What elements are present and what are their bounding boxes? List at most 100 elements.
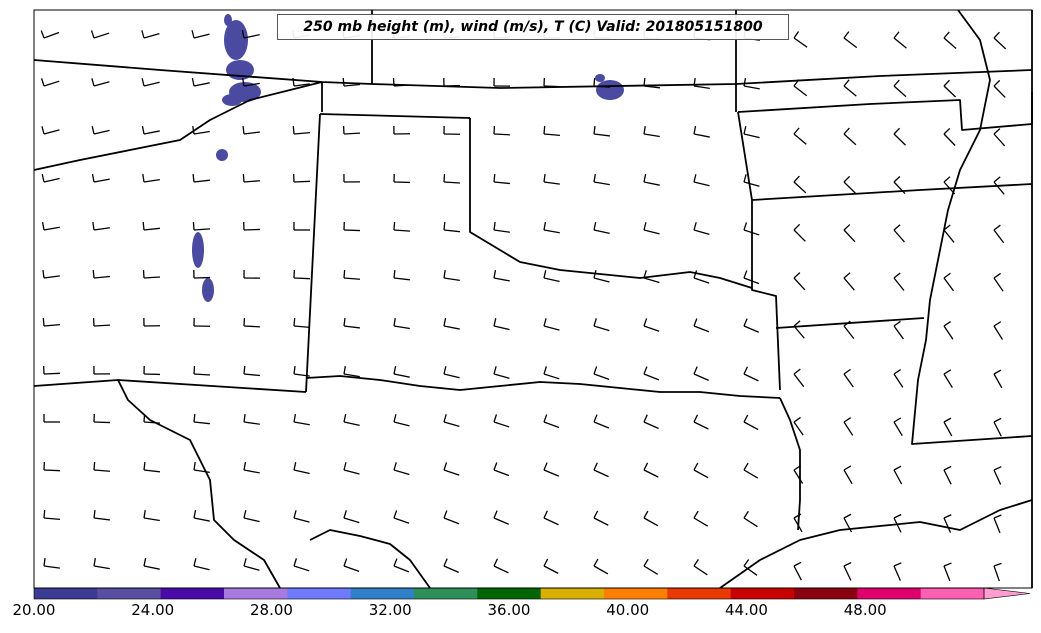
border-ok-north	[319, 113, 471, 119]
colorbar-segment	[604, 588, 668, 599]
wind-barb	[693, 558, 708, 576]
wind-barb	[93, 558, 110, 570]
wind-barb	[193, 461, 210, 474]
wind-barb	[993, 562, 1002, 582]
wind-barb	[593, 462, 609, 478]
wind-barb	[793, 127, 807, 145]
map-background	[34, 10, 1032, 588]
colorbar-tick-label: 24.00	[131, 601, 175, 619]
wind-barb	[293, 510, 310, 523]
wind-barb	[943, 417, 953, 437]
wind-barb	[141, 126, 160, 135]
wind-barb	[593, 366, 610, 380]
colorbar-tick-label: 20.00	[12, 601, 56, 619]
wind-barb	[893, 562, 902, 581]
wind-barb	[143, 365, 161, 376]
wind-barb	[493, 173, 510, 185]
wind-barb	[443, 462, 460, 476]
wind-barb	[242, 173, 261, 183]
wind-barb	[393, 173, 411, 184]
wind-barb	[543, 366, 560, 380]
wind-barb	[593, 414, 610, 429]
wind-barb	[643, 558, 658, 575]
colorbar-tick-label: 48.00	[843, 601, 887, 619]
wind-barb	[743, 559, 758, 576]
colorbar-extend-arrow	[983, 587, 1031, 600]
wind-barb	[393, 366, 410, 378]
wind-barb	[343, 462, 360, 475]
wind-barb	[743, 78, 760, 90]
wind-barb	[793, 79, 808, 97]
wind-barb	[193, 558, 210, 571]
colorbar-tick-label: 32.00	[368, 601, 412, 619]
wind-barb	[393, 510, 410, 524]
wind-speed-shade	[192, 232, 204, 268]
wind-speed-shade	[216, 149, 228, 161]
wind-barb	[191, 30, 210, 39]
wind-barb	[42, 317, 60, 327]
wind-barb	[92, 221, 110, 231]
wind-barb	[643, 510, 659, 527]
border-west-river	[33, 81, 323, 171]
wind-barb	[943, 320, 954, 340]
wind-barb	[143, 558, 160, 570]
wind-barb	[893, 465, 903, 485]
wind-speed-shade	[224, 20, 248, 60]
wind-barb	[593, 558, 609, 575]
wind-barb	[893, 79, 907, 98]
wind-barb	[943, 79, 957, 98]
wind-barb	[993, 417, 1002, 437]
wind-barb	[693, 77, 710, 90]
wind-barb	[343, 221, 361, 232]
wind-barb	[843, 31, 858, 49]
wind-barb	[443, 510, 460, 525]
wind-speed-shade	[224, 14, 232, 26]
colorbar-segment	[794, 588, 858, 599]
wind-barb	[893, 513, 902, 533]
wind-barb	[743, 270, 760, 285]
wind-barb	[393, 125, 411, 135]
wind-barb	[393, 558, 410, 573]
wind-barb	[243, 221, 261, 231]
wind-barb	[943, 31, 957, 49]
wind-barb	[893, 176, 906, 195]
wind-barb	[593, 270, 610, 283]
wind-barb	[993, 176, 1005, 195]
wind-barb	[493, 414, 510, 428]
wind-barb	[343, 366, 360, 378]
colorbar-segment	[34, 588, 98, 599]
colorbar-segment	[287, 588, 352, 599]
wind-barb	[343, 173, 361, 183]
wind-speed-shade	[596, 80, 624, 100]
wind-barb	[793, 416, 804, 436]
wind-barb	[843, 465, 853, 485]
wind-barb	[643, 318, 660, 332]
texas-coast	[309, 529, 431, 589]
wind-barb	[493, 462, 510, 477]
wind-barb	[93, 509, 110, 521]
wind-barb	[893, 272, 905, 291]
wind-barb	[643, 222, 660, 235]
border-ks-ok	[469, 118, 753, 289]
wind-barb	[743, 318, 759, 333]
wind-barb	[693, 510, 709, 527]
wind-barb	[143, 509, 160, 522]
border-ks-ne	[33, 59, 1033, 89]
wind-barb	[843, 320, 855, 340]
wind-barb	[343, 269, 361, 280]
colorbar-segment	[667, 588, 732, 599]
wind-barb	[843, 272, 855, 291]
wind-barb	[693, 414, 709, 430]
map-title: 250 mb height (m), wind (m/s), T (C) Val…	[277, 14, 789, 40]
wind-barb	[192, 221, 211, 231]
wind-barb	[292, 125, 310, 135]
map-frame	[33, 9, 1033, 589]
wind-barb	[143, 413, 161, 424]
wind-barb	[543, 510, 559, 526]
colorbar-tick-label: 28.00	[250, 601, 293, 619]
colorbar	[33, 587, 1031, 600]
wind-barb	[41, 222, 60, 231]
wind-barb	[843, 513, 853, 533]
wind-barb	[593, 174, 610, 186]
wind-barb	[593, 125, 610, 137]
